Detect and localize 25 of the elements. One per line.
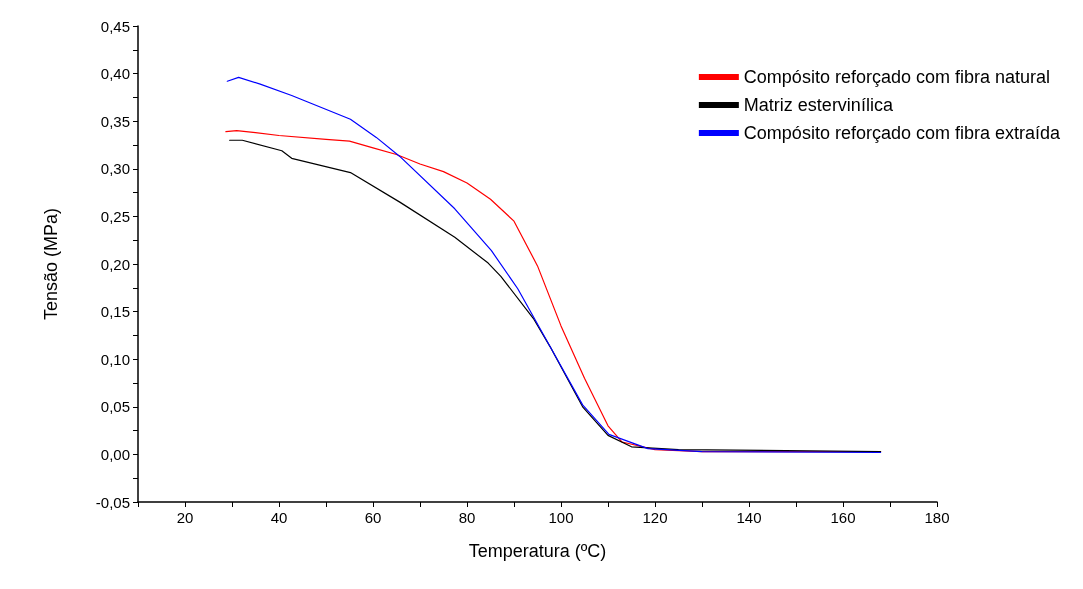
x-tick-label: 20 [176,509,194,526]
legend-label: Compósito reforçado com fibra natural [743,67,1050,87]
y-tick-label: 0,35 [100,112,130,130]
x-tick-label: 180 [924,509,950,526]
x-tick-label: 120 [642,509,668,526]
x-tick-label: 100 [548,509,574,526]
x-tick-label: 80 [458,509,476,526]
y-tick-label: 0,30 [100,160,130,178]
legend-label: Matriz estervinílica [743,95,894,115]
y-tick-label: 0,20 [100,255,130,273]
y-tick-label: 0,10 [100,350,130,368]
y-tick-label: 0,45 [100,17,130,35]
y-tick-label: -0,05 [95,493,130,511]
x-tick-label: 40 [270,509,288,526]
y-tick-label: 0,25 [100,207,130,225]
y-tick-label: 0,00 [100,445,130,463]
legend-label: Compósito reforçado com fibra extraída [743,123,1061,143]
y-axis-title: Tensão (MPa) [41,207,61,321]
x-tick-label: 60 [364,509,382,526]
x-axis-title: Temperatura (ºC) [468,541,607,561]
y-tick-label: 0,05 [100,398,130,416]
x-tick-label: 160 [830,509,856,526]
y-tick-label: 0,40 [100,65,130,83]
y-tick-label: 0,15 [100,303,130,321]
x-tick-label: 140 [736,509,762,526]
